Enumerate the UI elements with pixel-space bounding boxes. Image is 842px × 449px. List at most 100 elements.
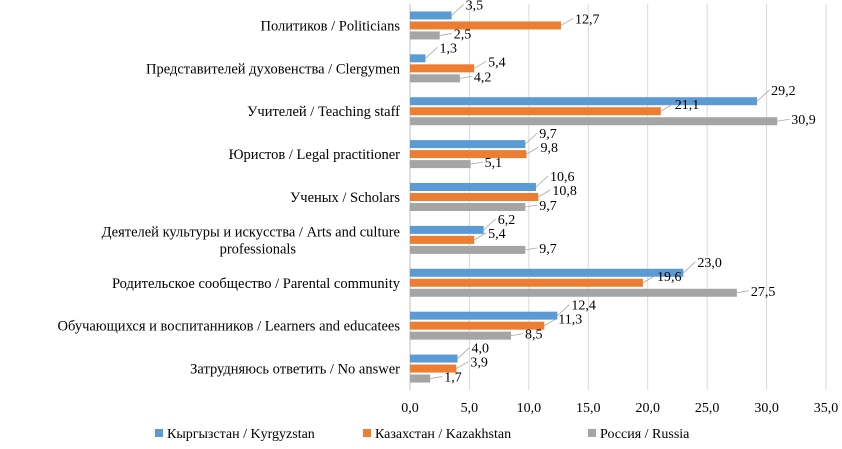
x-tick-label: 0,0 <box>401 401 419 416</box>
data-label: 1,7 <box>444 371 462 386</box>
data-label: 9,7 <box>539 127 557 142</box>
label-leader-line <box>538 189 551 198</box>
category-label: Затрудняюсь ответить / No answer <box>190 362 400 378</box>
data-label: 19,6 <box>657 270 682 285</box>
data-label: 5,4 <box>488 55 506 70</box>
data-label: 10,8 <box>552 184 577 199</box>
data-label: 27,5 <box>751 285 776 300</box>
bar <box>410 54 426 63</box>
data-label: 9,8 <box>540 141 558 156</box>
data-label: 4,0 <box>472 342 490 357</box>
bar <box>410 160 471 169</box>
x-tick-label: 5,0 <box>461 401 479 416</box>
data-label: 23,0 <box>697 256 722 271</box>
category-label: Ученых / Scholars <box>290 190 400 206</box>
label-leader-line <box>456 361 469 369</box>
legend: Кыргызстан / Kyrgyzstan Казахстан / Kazak… <box>155 427 690 442</box>
legend-swatch <box>588 429 596 437</box>
bar <box>410 64 475 73</box>
bar <box>410 288 737 297</box>
category-label: Юристов / Legal practitioner <box>229 147 401 163</box>
bar <box>410 150 527 159</box>
label-leader-line <box>525 132 538 145</box>
label-leader-line <box>557 304 570 316</box>
x-tick-label: 10,0 <box>517 401 542 416</box>
label-leader-line <box>525 204 538 208</box>
label-leader-line <box>473 60 487 69</box>
x-tick-label: 35,0 <box>814 401 839 416</box>
label-leader-line <box>756 89 770 102</box>
bar <box>410 21 561 30</box>
bar <box>410 203 526 211</box>
x-tick-label: 20,0 <box>635 401 660 416</box>
legend-label: Россия / Russia <box>600 427 690 442</box>
bar <box>410 235 475 244</box>
bar <box>410 245 526 254</box>
data-label: 10,6 <box>550 170 575 185</box>
data-label: 9,7 <box>539 199 557 214</box>
data-label: 12,4 <box>571 299 596 314</box>
label-leader-line <box>439 33 452 36</box>
label-leader-line <box>510 333 524 337</box>
label-leader-line <box>544 318 557 327</box>
bar <box>410 193 539 201</box>
gridlines <box>409 4 827 390</box>
label-leader-line <box>777 118 790 122</box>
category-label: Учителей / Teaching staff <box>247 104 400 120</box>
category-label: Обучающихся и воспитанников / Learners a… <box>58 319 401 335</box>
bar <box>410 374 431 383</box>
category-label: Политиков / Politicians <box>260 18 400 34</box>
label-leader-line <box>525 247 538 251</box>
bar <box>410 354 458 363</box>
category-labels: Политиков / Politicians Представителей ду… <box>58 18 401 377</box>
legend-label: Казахстан / Kazakhstan <box>375 427 511 442</box>
bar <box>410 311 558 320</box>
bar <box>410 74 460 83</box>
data-label: 8,5 <box>525 328 543 343</box>
bar <box>410 268 684 277</box>
label-leader-line <box>457 347 470 359</box>
bar <box>410 31 440 40</box>
data-label: 9,7 <box>539 242 557 257</box>
label-leader-line <box>642 275 656 284</box>
category-label: Представителей духовенства / Clergymen <box>146 61 401 77</box>
label-leader-line <box>683 261 696 274</box>
label-leader-line <box>425 47 438 59</box>
data-label: 3,9 <box>470 356 488 371</box>
x-tick-label: 25,0 <box>695 401 720 416</box>
x-tick-label: 15,0 <box>576 401 601 416</box>
x-axis-tick-labels: 0,0 5,0 10,0 15,0 20,0 25,0 30,0 35,0 <box>401 401 838 416</box>
bar <box>410 225 484 234</box>
label-leader-line <box>451 4 464 16</box>
bar <box>410 11 452 20</box>
category-label: professionals <box>220 241 297 257</box>
x-tick-label: 30,0 <box>754 401 779 416</box>
bar <box>410 97 758 106</box>
label-leader-line <box>483 218 496 231</box>
bar <box>410 364 457 373</box>
data-label: 5,1 <box>485 156 503 171</box>
bar <box>410 140 526 149</box>
label-leader-line <box>560 18 574 26</box>
label-leader-line <box>470 161 483 165</box>
legend-swatch <box>155 429 163 437</box>
bar <box>410 278 643 287</box>
category-label: Деятелей культуры и искусства / Arts and… <box>102 224 400 240</box>
data-label: 11,3 <box>558 313 582 328</box>
data-label: 29,2 <box>771 84 796 99</box>
label-leader-line <box>535 175 549 188</box>
bar <box>410 331 512 340</box>
data-label: 6,2 <box>498 213 515 228</box>
data-label: 2,5 <box>454 27 472 42</box>
legend-swatch <box>363 429 371 437</box>
label-leader-line <box>660 103 673 112</box>
category-label: Родительское сообщество / Parental commu… <box>112 276 401 292</box>
label-leader-line <box>526 146 539 155</box>
data-label: 4,2 <box>474 70 492 85</box>
label-leader-line <box>459 75 472 79</box>
data-label: 5,4 <box>488 227 506 242</box>
label-leader-line <box>736 290 749 294</box>
data-label: 1,3 <box>439 41 457 56</box>
bars <box>410 11 778 383</box>
